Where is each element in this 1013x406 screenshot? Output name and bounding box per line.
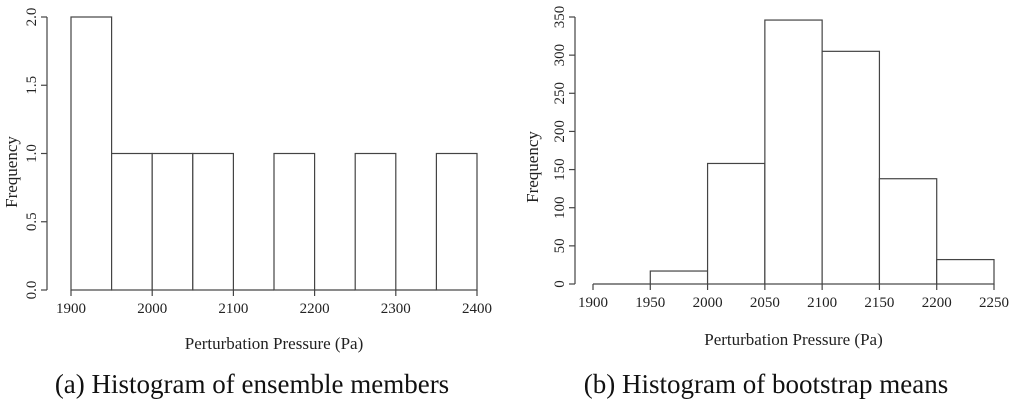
x-tick-label: 2050	[750, 295, 780, 311]
histogram-bar	[936, 258, 995, 285]
x-tick-label: 2300	[381, 301, 411, 317]
x-tick-label: 2150	[864, 295, 894, 311]
x-tick-label: 2400	[462, 301, 492, 317]
histogram-bar	[706, 162, 766, 285]
histogram-ensemble-members: 0.0 0.5 1.0 1.5 2.0 1900 2000 2100 2200 2300 2400…	[2, 8, 492, 399]
histogram-bar	[273, 152, 316, 291]
y-tick-label: 150	[552, 158, 568, 181]
histogram-bar	[649, 270, 709, 285]
histogram-bar	[764, 19, 823, 285]
histogram-bar	[70, 16, 113, 291]
x-tick-label: 2200	[300, 301, 330, 317]
bars	[70, 16, 478, 291]
y-ticks: 0 50 100 150 200 250 300 350	[552, 6, 575, 288]
x-tick-label: 2000	[693, 295, 723, 311]
y-axis-label: Frequency	[2, 136, 21, 208]
x-ticks: 1900 2000 2100 2200 2300 2400	[56, 290, 492, 317]
y-ticks: 0.0 0.5 1.0 1.5 2.0	[24, 8, 47, 300]
y-tick-label: 350	[552, 6, 568, 29]
x-axis-label: Perturbation Pressure (Pa)	[185, 334, 363, 353]
histogram-bar	[354, 152, 397, 291]
histogram-bar	[151, 152, 194, 291]
x-axis-label: Perturbation Pressure (Pa)	[704, 330, 882, 349]
x-ticks: 1900 1950 2000 2050 2100 2150 2200 2250	[578, 284, 1009, 311]
x-tick-label: 1950	[635, 295, 665, 311]
y-tick-label: 50	[552, 238, 568, 253]
x-tick-label: 2250	[979, 295, 1009, 311]
y-tick-label: 0	[552, 280, 568, 288]
caption: (a) Histogram of ensemble members	[55, 369, 449, 399]
bars	[593, 19, 995, 285]
y-tick-label: 200	[552, 120, 568, 143]
x-tick-label: 2100	[218, 301, 248, 317]
histogram-bar	[192, 152, 235, 291]
y-tick-label: 0.0	[24, 281, 40, 300]
y-axis-label: Frequency	[523, 131, 542, 203]
y-tick-label: 300	[552, 44, 568, 66]
x-tick-label: 2000	[137, 301, 167, 317]
x-tick-label: 2200	[922, 295, 952, 311]
y-tick-label: 0.5	[24, 212, 40, 231]
histogram-bar	[110, 152, 153, 291]
histogram-bootstrap-means: 0 50 100 150 200 250 300 350 1900 1950 2000 2050 21…	[523, 6, 1009, 399]
histogram-bar	[435, 152, 478, 291]
x-tick-label: 1900	[56, 301, 86, 317]
y-tick-label: 2.0	[24, 8, 40, 27]
x-tick-label: 1900	[578, 295, 608, 311]
y-tick-label: 100	[552, 196, 568, 219]
y-tick-label: 250	[552, 82, 568, 105]
x-tick-label: 2100	[807, 295, 837, 311]
y-tick-label: 1.5	[24, 76, 40, 95]
histogram-bar	[878, 178, 938, 285]
caption: (b) Histogram of bootstrap means	[584, 369, 948, 399]
histogram-bar	[821, 50, 881, 285]
y-tick-label: 1.0	[24, 144, 40, 163]
